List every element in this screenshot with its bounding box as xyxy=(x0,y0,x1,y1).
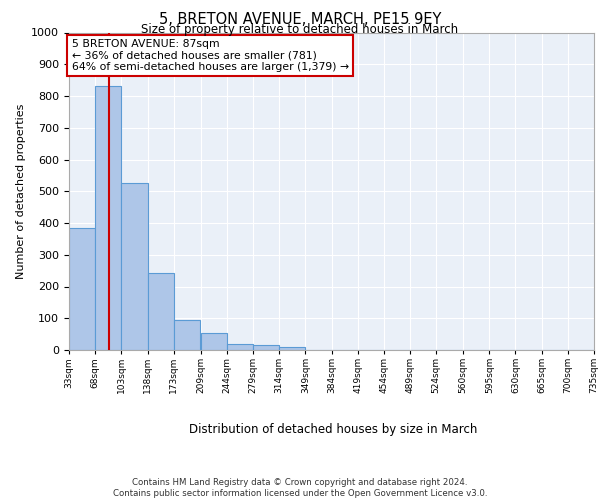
Text: 5, BRETON AVENUE, MARCH, PE15 9EY: 5, BRETON AVENUE, MARCH, PE15 9EY xyxy=(159,12,441,28)
Bar xyxy=(95,86,121,350)
Text: Distribution of detached houses by size in March: Distribution of detached houses by size … xyxy=(189,422,477,436)
Bar xyxy=(227,344,253,350)
Bar xyxy=(69,228,95,350)
Bar xyxy=(279,347,305,350)
Text: 5 BRETON AVENUE: 87sqm
← 36% of detached houses are smaller (781)
64% of semi-de: 5 BRETON AVENUE: 87sqm ← 36% of detached… xyxy=(71,39,349,72)
Bar xyxy=(121,184,148,350)
Bar xyxy=(174,320,200,350)
Bar xyxy=(148,273,174,350)
Text: Contains HM Land Registry data © Crown copyright and database right 2024.
Contai: Contains HM Land Registry data © Crown c… xyxy=(113,478,487,498)
Text: Size of property relative to detached houses in March: Size of property relative to detached ho… xyxy=(142,22,458,36)
Bar xyxy=(253,345,279,350)
Bar xyxy=(200,334,227,350)
Y-axis label: Number of detached properties: Number of detached properties xyxy=(16,104,26,279)
